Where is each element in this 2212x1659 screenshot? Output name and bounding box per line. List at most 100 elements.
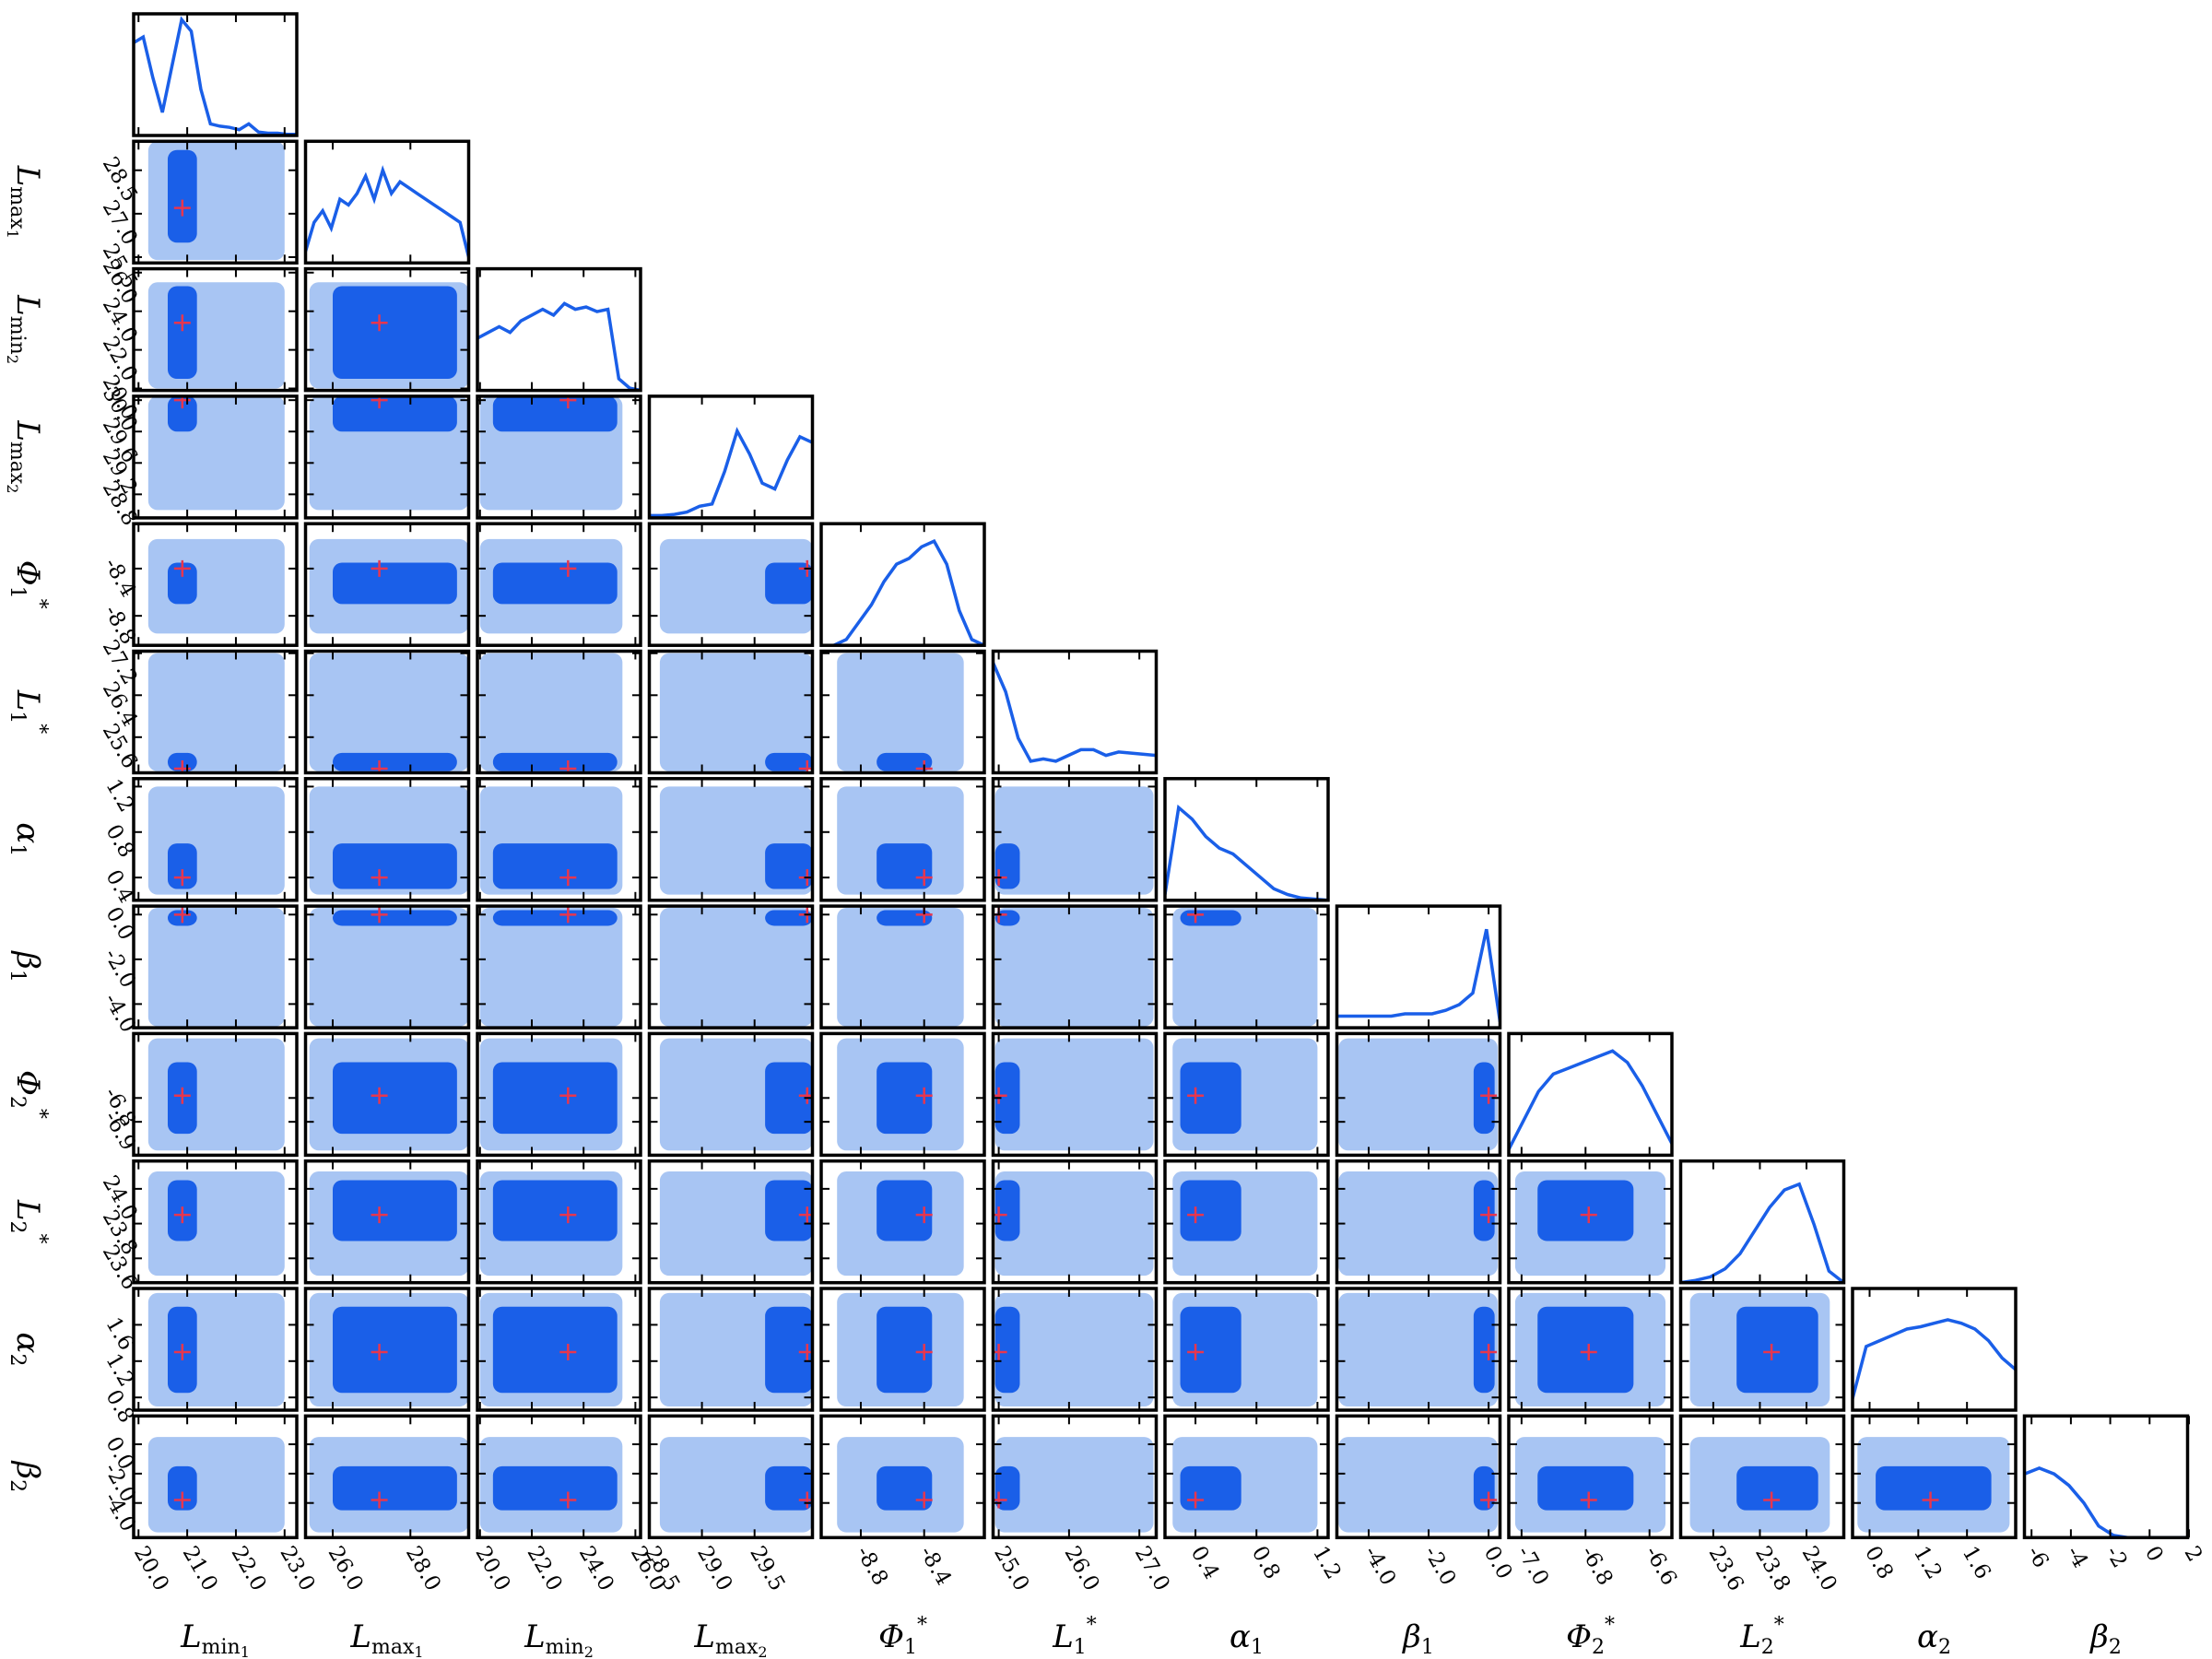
density-region-dark <box>333 1465 457 1511</box>
density-region-light <box>994 1038 1154 1151</box>
truth-marker <box>371 869 388 887</box>
panel <box>991 1031 1159 1158</box>
density-region-dark <box>1537 1180 1634 1241</box>
y-axis-label: Φ2* <box>6 1070 51 1119</box>
x-tick-label: 20.0 <box>470 1542 514 1594</box>
panel <box>1507 1031 1674 1158</box>
density-region-light <box>659 538 813 634</box>
x-axis-label: Lmax2 <box>693 1618 767 1659</box>
panel-frame <box>819 1031 986 1158</box>
x-tick-label: 29.0 <box>692 1542 736 1594</box>
truth-marker <box>915 1491 933 1509</box>
panel <box>1507 1414 1674 1540</box>
truth-marker <box>1187 1491 1205 1509</box>
panel-frame <box>476 266 642 393</box>
panel-frame <box>476 777 642 902</box>
panel <box>1851 1414 2018 1540</box>
panel-frame <box>303 649 471 775</box>
panel-frame <box>303 394 471 520</box>
panel-frame <box>991 904 1159 1030</box>
panel-frame <box>303 777 471 902</box>
panel-frame <box>1851 1287 2018 1412</box>
density-region-dark <box>1180 1465 1241 1511</box>
panel-frame <box>132 777 299 902</box>
x-tick-label: 26.0 <box>324 1542 368 1594</box>
panel <box>303 649 471 775</box>
density-line <box>993 662 1157 763</box>
density-region-dark <box>765 1062 813 1135</box>
panel-frame <box>303 1414 471 1540</box>
panel-frame <box>476 522 642 647</box>
panel <box>476 522 642 647</box>
y-axis-label: α2 <box>6 1333 46 1367</box>
panel <box>132 12 299 137</box>
truth-marker <box>915 869 933 887</box>
density-region-dark <box>333 843 457 889</box>
y-axis-label: Φ1* <box>6 560 51 609</box>
density-line <box>1853 1318 2016 1399</box>
panel-frame <box>476 1287 642 1412</box>
x-tick-label: 22.0 <box>227 1542 271 1594</box>
panel <box>1163 1287 1330 1412</box>
panel <box>476 1159 642 1285</box>
panel <box>303 522 471 647</box>
density-region-dark <box>1473 1465 1495 1511</box>
panel-frame <box>819 777 986 902</box>
density-region-light <box>837 908 964 1027</box>
density-region-light <box>1338 1171 1498 1277</box>
panel-frame <box>1851 1414 2018 1540</box>
truth-marker <box>915 1343 933 1360</box>
panel-frame <box>991 1159 1159 1285</box>
panel <box>647 777 815 902</box>
panel <box>303 777 471 902</box>
density-region-dark <box>1876 1465 1992 1511</box>
panel <box>991 649 1159 775</box>
x-tick-label: 1.6 <box>1958 1542 1995 1583</box>
panel-frame <box>647 1159 815 1285</box>
density-region-dark <box>1736 1465 1818 1511</box>
panel <box>1163 777 1330 902</box>
panel <box>647 394 815 520</box>
panel <box>303 1159 471 1285</box>
truth-marker <box>1580 1491 1597 1509</box>
x-tick-label: -2.0 <box>1419 1542 1461 1589</box>
panel-frame <box>303 266 471 393</box>
x-tick-label: 1.2 <box>1909 1542 1947 1583</box>
density-region-light <box>479 908 623 1027</box>
density-region-dark <box>765 910 813 926</box>
truth-marker <box>371 906 388 924</box>
x-tick-label: 22.0 <box>523 1542 567 1594</box>
panel <box>819 649 986 775</box>
truth-marker <box>173 1491 191 1509</box>
truth-marker <box>371 1206 388 1224</box>
density-line <box>305 165 469 258</box>
x-tick-label: -6.8 <box>1576 1542 1618 1589</box>
x-axis-label: Lmax1 <box>349 1618 423 1659</box>
density-region-light <box>659 908 813 1027</box>
x-axis-label: α1 <box>1230 1618 1264 1659</box>
x-tick-label: -4 <box>2061 1542 2092 1571</box>
truth-marker <box>371 314 388 332</box>
density-region-dark <box>333 562 457 605</box>
truth-marker <box>1187 1343 1205 1360</box>
panel-frame <box>819 904 986 1030</box>
panel-frame <box>303 904 471 1030</box>
panel-frame <box>303 139 471 265</box>
density-region-dark <box>167 286 197 380</box>
truth-marker <box>1480 1343 1498 1360</box>
panel <box>2022 1414 2190 1540</box>
panel <box>1335 904 1502 1030</box>
truth-marker <box>559 1491 577 1509</box>
density-region-light <box>994 1437 1154 1533</box>
density-region-dark <box>877 1306 933 1394</box>
truth-marker <box>915 1206 933 1224</box>
panel-frame <box>132 139 299 265</box>
y-axis-label: Lmin2 <box>5 294 47 364</box>
panel <box>1335 1287 1502 1412</box>
panel <box>1678 1287 1846 1412</box>
density-region-dark <box>492 910 618 926</box>
panel <box>1335 1414 1502 1540</box>
density-region-dark <box>765 1180 813 1241</box>
density-region-dark <box>1180 1180 1241 1241</box>
x-tick-label: 24.0 <box>574 1542 618 1594</box>
